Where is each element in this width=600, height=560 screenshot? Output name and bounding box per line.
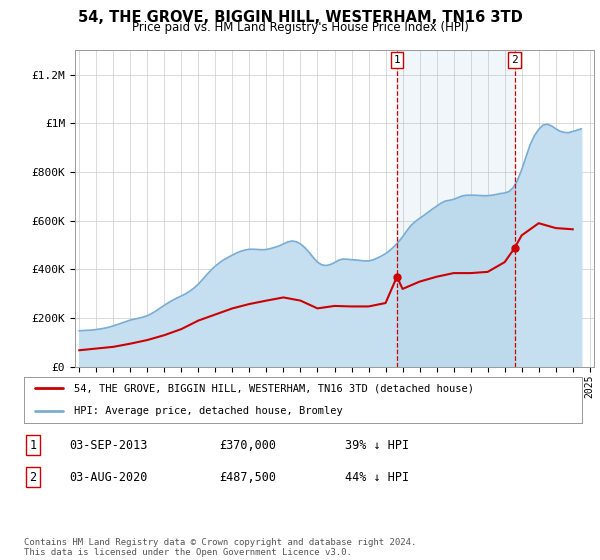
Text: Contains HM Land Registry data © Crown copyright and database right 2024.
This d: Contains HM Land Registry data © Crown c… bbox=[24, 538, 416, 557]
Text: 2: 2 bbox=[511, 55, 518, 65]
Text: 2: 2 bbox=[29, 470, 37, 484]
Text: 54, THE GROVE, BIGGIN HILL, WESTERHAM, TN16 3TD (detached house): 54, THE GROVE, BIGGIN HILL, WESTERHAM, T… bbox=[74, 384, 474, 393]
Text: 03-AUG-2020: 03-AUG-2020 bbox=[69, 470, 148, 484]
Text: £370,000: £370,000 bbox=[219, 438, 276, 452]
Text: 54, THE GROVE, BIGGIN HILL, WESTERHAM, TN16 3TD: 54, THE GROVE, BIGGIN HILL, WESTERHAM, T… bbox=[77, 10, 523, 25]
Text: 39% ↓ HPI: 39% ↓ HPI bbox=[345, 438, 409, 452]
Text: 1: 1 bbox=[29, 438, 37, 452]
Text: HPI: Average price, detached house, Bromley: HPI: Average price, detached house, Brom… bbox=[74, 407, 343, 416]
Text: 44% ↓ HPI: 44% ↓ HPI bbox=[345, 470, 409, 484]
Text: Price paid vs. HM Land Registry's House Price Index (HPI): Price paid vs. HM Land Registry's House … bbox=[131, 21, 469, 34]
Text: £487,500: £487,500 bbox=[219, 470, 276, 484]
Bar bbox=[397, 50, 515, 367]
Text: 1: 1 bbox=[394, 55, 400, 65]
Text: 03-SEP-2013: 03-SEP-2013 bbox=[69, 438, 148, 452]
